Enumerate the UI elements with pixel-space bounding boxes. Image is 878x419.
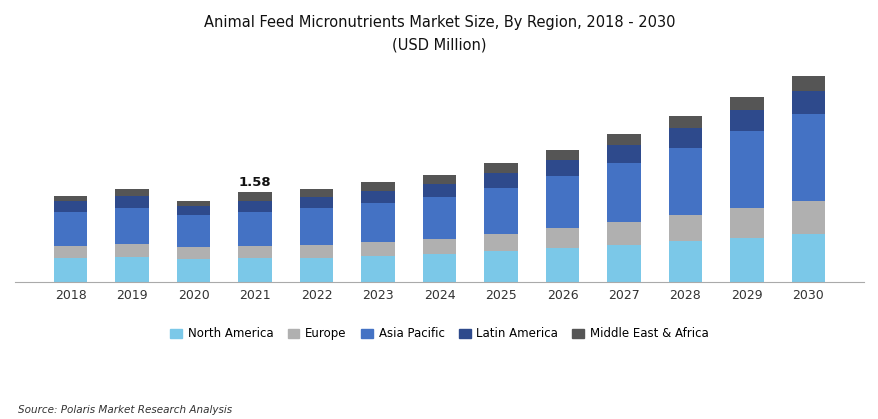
Bar [791, 234, 824, 282]
Bar [176, 259, 210, 282]
Bar [668, 116, 702, 129]
Bar [115, 207, 148, 244]
Bar [545, 228, 579, 248]
Bar [791, 114, 824, 201]
Bar [361, 203, 394, 242]
Bar [791, 76, 824, 91]
Bar [545, 160, 579, 176]
Bar [176, 247, 210, 259]
Bar [730, 238, 763, 282]
Bar [115, 244, 148, 257]
Bar [422, 175, 456, 184]
Bar [361, 191, 394, 203]
Bar [484, 234, 517, 251]
Bar [54, 196, 87, 201]
Text: Source: Polaris Market Research Analysis: Source: Polaris Market Research Analysis [18, 405, 232, 415]
Bar [791, 91, 824, 114]
Bar [668, 129, 702, 148]
Bar [115, 257, 148, 282]
Bar [54, 258, 87, 282]
Bar [238, 258, 271, 282]
Bar [176, 206, 210, 215]
Bar [54, 246, 87, 258]
Legend: North America, Europe, Asia Pacific, Latin America, Middle East & Africa: North America, Europe, Asia Pacific, Lat… [165, 323, 713, 345]
Bar [545, 176, 579, 228]
Bar [238, 246, 271, 258]
Bar [607, 134, 640, 145]
Bar [115, 196, 148, 207]
Bar [238, 201, 271, 212]
Bar [299, 245, 333, 258]
Bar [238, 192, 271, 201]
Bar [730, 97, 763, 110]
Bar [484, 163, 517, 173]
Bar [422, 197, 456, 239]
Bar [607, 245, 640, 282]
Bar [668, 148, 702, 215]
Bar [607, 222, 640, 245]
Bar [668, 241, 702, 282]
Bar [176, 201, 210, 206]
Bar [484, 251, 517, 282]
Bar [176, 215, 210, 247]
Bar [299, 197, 333, 208]
Text: 1.58: 1.58 [239, 176, 271, 189]
Bar [238, 212, 271, 246]
Bar [545, 248, 579, 282]
Bar [730, 131, 763, 208]
Bar [422, 254, 456, 282]
Bar [484, 188, 517, 234]
Bar [54, 201, 87, 212]
Bar [607, 163, 640, 222]
Title: Animal Feed Micronutrients Market Size, By Region, 2018 - 2030
(USD Million): Animal Feed Micronutrients Market Size, … [204, 15, 674, 52]
Bar [54, 212, 87, 246]
Bar [484, 173, 517, 188]
Bar [299, 208, 333, 245]
Bar [115, 189, 148, 196]
Bar [361, 242, 394, 256]
Bar [668, 215, 702, 241]
Bar [791, 201, 824, 234]
Bar [545, 150, 579, 160]
Bar [299, 258, 333, 282]
Bar [422, 239, 456, 254]
Bar [730, 208, 763, 238]
Bar [299, 189, 333, 197]
Bar [607, 145, 640, 163]
Bar [361, 182, 394, 191]
Bar [422, 184, 456, 197]
Bar [730, 110, 763, 131]
Bar [361, 256, 394, 282]
